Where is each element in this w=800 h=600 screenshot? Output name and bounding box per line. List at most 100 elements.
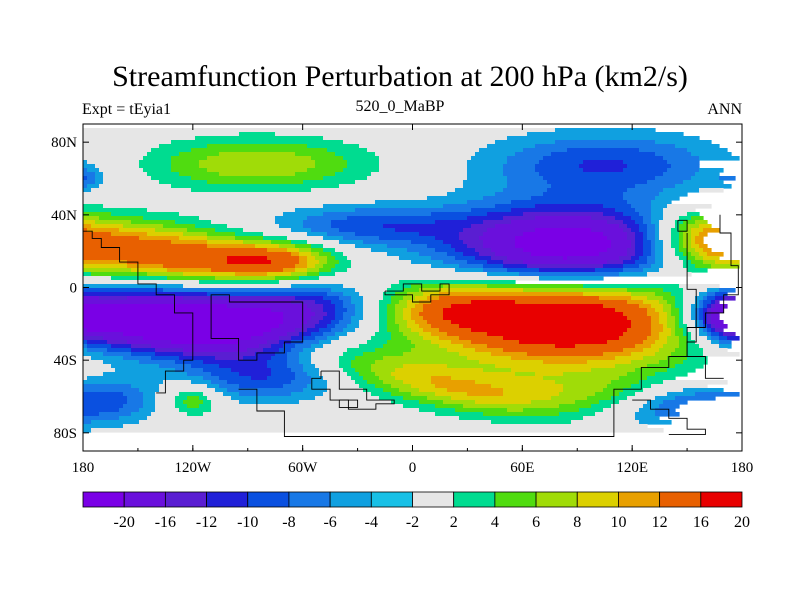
contour-cell xyxy=(427,244,452,249)
contour-cell xyxy=(347,332,376,337)
contour-cell xyxy=(155,404,176,409)
contour-cell xyxy=(483,232,524,237)
contour-cell xyxy=(419,232,460,237)
contour-cell xyxy=(83,412,100,417)
contour-cell xyxy=(335,248,372,253)
contour-cell xyxy=(219,364,268,369)
contour-cell xyxy=(523,288,628,293)
contour-cell xyxy=(123,224,164,229)
contour-cell xyxy=(239,392,292,397)
contour-cell xyxy=(511,220,608,225)
contour-cell xyxy=(103,336,144,341)
contour-cell xyxy=(387,312,396,317)
contour-cell xyxy=(203,368,232,373)
contour-cell xyxy=(379,324,388,329)
contour-cell xyxy=(483,264,504,269)
contour-cell xyxy=(171,340,240,345)
contour-cell xyxy=(83,408,120,413)
contour-cell xyxy=(383,296,392,301)
contour-cell xyxy=(459,232,484,237)
contour-cell xyxy=(675,328,684,333)
contour-cell xyxy=(311,344,324,349)
contour-cell xyxy=(375,332,392,337)
contour-cell xyxy=(291,300,316,305)
contour-cell xyxy=(103,176,152,181)
contour-cell xyxy=(83,248,268,253)
contour-cell xyxy=(627,200,652,205)
contour-cell xyxy=(707,332,712,337)
contour-cell xyxy=(207,240,244,245)
contour-cell xyxy=(311,316,324,321)
contour-cell xyxy=(483,412,560,417)
contour-cell xyxy=(411,392,436,397)
contour-cell xyxy=(475,152,516,157)
contour-cell xyxy=(603,388,624,393)
contour-cell xyxy=(507,160,540,165)
colorbar-swatch xyxy=(370,491,413,508)
contour-cell xyxy=(359,372,376,377)
contour-cell xyxy=(679,324,688,329)
contour-cell xyxy=(571,420,640,425)
contour-cell xyxy=(131,412,152,417)
contour-cell xyxy=(591,368,636,373)
contour-cell xyxy=(111,364,160,369)
contour-cell xyxy=(511,368,592,373)
contour-cell xyxy=(707,336,712,341)
contour-cell xyxy=(91,272,148,277)
contour-cell xyxy=(83,404,124,409)
contour-cell xyxy=(691,152,732,157)
contour-cell xyxy=(403,352,460,357)
contour-cell xyxy=(395,308,404,313)
contour-cell xyxy=(235,236,264,241)
contour-cell xyxy=(103,360,140,365)
contour-cell xyxy=(503,388,564,393)
contour-cell xyxy=(403,288,420,293)
contour-cell xyxy=(371,172,468,177)
contour-cell xyxy=(655,292,672,297)
contour-cell xyxy=(655,176,692,181)
contour-cell xyxy=(355,244,388,249)
contour-cell xyxy=(363,388,384,393)
contour-cell xyxy=(675,304,684,309)
contour-cell xyxy=(651,328,664,333)
contour-cell xyxy=(327,336,340,341)
contour-cell xyxy=(599,296,632,301)
contour-cell xyxy=(555,128,656,133)
contour-cell xyxy=(695,324,700,329)
contour-cell xyxy=(179,172,220,177)
contour-cell xyxy=(347,268,456,273)
contour-cell xyxy=(655,236,660,241)
contour-cell xyxy=(367,148,480,153)
contour-cell xyxy=(679,340,688,345)
contour-cell xyxy=(83,388,140,393)
contour-cell xyxy=(319,276,540,281)
contour-cell xyxy=(315,264,324,269)
y-tick-label: 40N xyxy=(51,208,77,224)
contour-cell xyxy=(271,344,284,349)
contour-cell xyxy=(119,228,156,233)
season-label: ANN xyxy=(707,101,742,118)
colorbar-swatch xyxy=(247,491,290,508)
contour-cell xyxy=(83,236,140,241)
contour-cell xyxy=(447,192,496,197)
contour-cell xyxy=(315,312,328,317)
contour-cell xyxy=(379,164,468,169)
contour-cell xyxy=(139,164,172,169)
contour-cell xyxy=(715,296,724,301)
contour-cell xyxy=(679,308,684,313)
contour-cell xyxy=(679,312,684,317)
contour-cell xyxy=(191,176,324,181)
contour-cell xyxy=(471,156,508,161)
contour-cell xyxy=(379,160,468,165)
contour-cell xyxy=(207,232,236,237)
contour-cell xyxy=(303,180,356,185)
contour-cell xyxy=(411,240,444,245)
contour-cell xyxy=(407,320,416,325)
contour-cell xyxy=(395,292,408,297)
contour-cell xyxy=(219,172,296,177)
contour-cell xyxy=(423,336,440,341)
period-label: 520_0_MaBP xyxy=(355,98,445,115)
contour-cell xyxy=(435,248,456,253)
contour-cell xyxy=(303,348,316,353)
coastline xyxy=(677,219,688,232)
